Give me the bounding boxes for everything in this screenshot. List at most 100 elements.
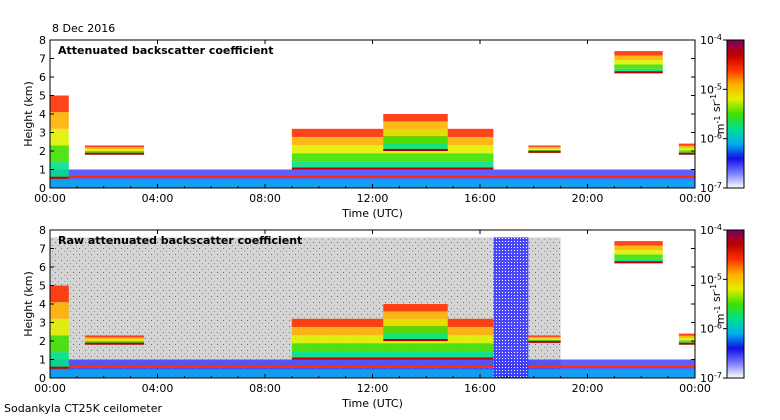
y-tick-label: 4 <box>39 298 46 311</box>
cloud-band <box>383 304 448 312</box>
cloud-base <box>528 340 561 343</box>
cloud-base <box>84 152 145 155</box>
x-tick-label: 20:00 <box>572 382 604 395</box>
cloud-band <box>84 341 145 343</box>
y-tick-label: 4 <box>39 108 46 121</box>
cloud-band <box>383 326 448 334</box>
y-tick-label: 8 <box>39 224 46 237</box>
x-tick-label: 12:00 <box>357 382 389 395</box>
y-tick-label: 3 <box>39 127 46 140</box>
cloud-band <box>50 285 69 303</box>
cloud-band <box>291 351 494 360</box>
instrument-label: Sodankyla CT25K ceilometer <box>4 402 163 415</box>
x-tick-label: 08:00 <box>249 382 281 395</box>
cloud-band <box>678 148 695 151</box>
colorbar <box>726 229 745 379</box>
cloud-band <box>84 147 145 150</box>
cloud-base <box>528 150 561 153</box>
y-tick-label: 0 <box>39 182 46 195</box>
x-tick-label: 20:00 <box>572 192 604 205</box>
low-cloud-1 <box>50 95 69 179</box>
y-tick-label: 6 <box>39 71 46 84</box>
cloud-band <box>614 64 663 69</box>
panel-2: 00:00 04:00 08:00 12:00 16:00 20:00 00:0001234… <box>22 223 745 410</box>
noise-column-fill <box>493 237 529 378</box>
cloud-layer-2 <box>84 335 145 345</box>
cloud-band <box>383 136 448 144</box>
boundary-layer-0 <box>50 359 695 378</box>
cloud-band <box>614 51 663 56</box>
cloud-band <box>614 241 663 246</box>
cloud-band <box>50 162 69 179</box>
cloud-band <box>84 149 145 151</box>
cloud-band <box>84 335 145 338</box>
x-tick-label: 00:00 <box>679 382 711 395</box>
cloud-band <box>50 95 69 113</box>
cloud-base <box>383 149 448 151</box>
cloud-band <box>528 148 561 150</box>
cloud-band <box>84 339 145 341</box>
x-axis-label: Time (UTC) <box>341 207 403 220</box>
cloud-base <box>614 261 663 264</box>
y-tick-label: 3 <box>39 317 46 330</box>
cloud-base <box>291 167 494 170</box>
cloud-band <box>528 335 561 337</box>
cloud-band <box>50 302 69 319</box>
x-tick-label: 00:00 <box>679 192 711 205</box>
x-axis-label: Time (UTC) <box>341 397 403 410</box>
cloud-band <box>614 258 663 264</box>
cloud-layer-4 <box>383 304 448 341</box>
cloud-layer-2 <box>84 145 145 155</box>
y-tick-label: 7 <box>39 243 46 256</box>
x-tick-label: 12:00 <box>357 192 389 205</box>
cloud-band <box>50 352 69 369</box>
cloud-band <box>50 335 69 353</box>
y-tick-label: 1 <box>39 354 46 367</box>
boundary-layer-top <box>50 365 695 368</box>
cloud-band <box>678 335 695 339</box>
panel-1: 00:00 04:00 08:00 12:00 16:00 20:00 00:0001234… <box>22 33 745 220</box>
cloud-band <box>678 340 695 343</box>
cloud-layer-6 <box>528 335 561 343</box>
cloud-band <box>614 245 663 250</box>
colorbar-tick-label: 10-4 <box>700 33 722 47</box>
cloud-band <box>383 333 448 341</box>
cloud-band <box>84 337 145 340</box>
cloud-band <box>383 128 448 137</box>
cloud-band <box>678 145 695 149</box>
cloud-band <box>614 59 663 65</box>
boundary-layer-core <box>50 369 695 378</box>
date-label: 8 Dec 2016 <box>52 22 116 35</box>
colorbar-tick-label: 10-7 <box>700 181 722 195</box>
x-tick-label: 00:00 <box>34 382 66 395</box>
boundary-layer-0 <box>50 169 695 188</box>
y-tick-label: 6 <box>39 261 46 274</box>
colorbar <box>726 39 745 189</box>
x-tick-label: 00:00 <box>34 192 66 205</box>
cloud-band <box>614 249 663 255</box>
y-tick-label: 2 <box>39 335 46 348</box>
cloud-band <box>291 153 494 162</box>
cloud-band <box>528 339 561 342</box>
colorbar-unit-label: m-1 sr-1 <box>709 94 727 134</box>
cloud-band <box>614 55 663 60</box>
x-tick-label: 08:00 <box>249 192 281 205</box>
y-tick-label: 0 <box>39 372 46 385</box>
cloud-base <box>383 339 448 341</box>
y-tick-label: 1 <box>39 164 46 177</box>
cloud-band <box>50 318 69 336</box>
x-tick-label: 04:00 <box>142 192 174 205</box>
cloud-base <box>614 71 663 74</box>
cloud-band <box>528 149 561 152</box>
cloud-layer-4 <box>383 114 448 151</box>
cloud-base <box>678 152 695 155</box>
cloud-layer-6 <box>614 51 663 74</box>
cloud-band <box>528 338 561 340</box>
colorbar-tick-label: 10-7 <box>700 371 722 385</box>
cloud-band <box>678 333 695 336</box>
cloud-band <box>84 145 145 148</box>
x-tick-label: 16:00 <box>464 382 496 395</box>
cloud-band <box>383 311 448 319</box>
cloud-band <box>614 254 663 259</box>
